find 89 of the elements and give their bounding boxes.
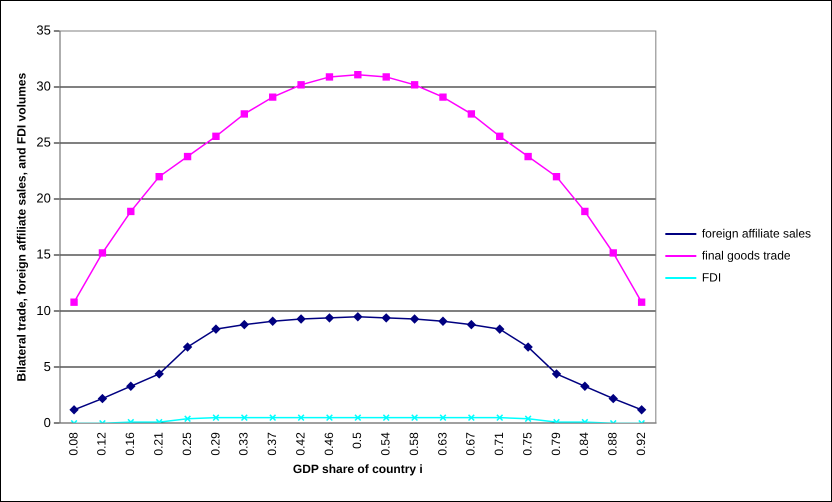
point: [183, 342, 192, 352]
y-tick-label: 20: [36, 190, 51, 206]
x-tick-label: 0.84: [577, 432, 592, 456]
y-tick-label: 5: [44, 358, 51, 374]
point: [296, 314, 306, 324]
x-tick-label: 0.25: [180, 432, 194, 456]
point: [326, 414, 334, 422]
legend-label: final goods trade: [702, 248, 791, 262]
point: [638, 298, 646, 306]
point: [353, 312, 362, 322]
x-tick-label: 0.16: [123, 432, 138, 456]
point: [297, 81, 305, 88]
point: [610, 249, 617, 257]
point: [240, 320, 249, 330]
point: [411, 414, 418, 422]
point: [326, 73, 334, 81]
point: [581, 208, 589, 216]
x-tick-label: 0.67: [464, 432, 478, 456]
x-tick-label: 0.88: [606, 432, 620, 456]
point: [212, 132, 220, 140]
y-tick-label: 25: [36, 134, 51, 150]
point: [382, 73, 390, 81]
point: [298, 414, 305, 422]
point: [410, 314, 420, 324]
point: [184, 152, 192, 160]
point: [496, 132, 504, 140]
legend-label: foreign affiliate sales: [702, 226, 812, 240]
point: [70, 405, 79, 414]
point: [98, 249, 106, 257]
point: [439, 414, 447, 422]
point: [552, 369, 561, 378]
point: [240, 110, 248, 118]
x-tick-label: 0.42: [293, 432, 308, 456]
point: [496, 414, 504, 422]
x-tick-label: 0.92: [634, 432, 648, 456]
point: [524, 415, 532, 422]
point: [354, 71, 362, 78]
point: [608, 394, 618, 404]
point: [324, 313, 334, 322]
point: [382, 414, 390, 422]
y-tick-label: 0: [44, 414, 51, 430]
point: [127, 208, 134, 216]
point: [154, 369, 164, 378]
x-tick-label: 0.37: [265, 432, 280, 456]
x-tick-label: 0.58: [406, 432, 421, 456]
point: [269, 93, 276, 101]
point: [354, 414, 362, 422]
point: [184, 415, 192, 422]
x-axis-title: GDP share of country i: [292, 462, 423, 476]
x-tick-label: 0.54: [378, 432, 393, 456]
point: [468, 110, 476, 118]
point: [580, 382, 590, 391]
legend-label: FDI: [702, 270, 722, 284]
point: [466, 320, 476, 330]
x-tick-label: 0.21: [152, 432, 166, 456]
point: [70, 298, 78, 306]
point: [268, 316, 278, 326]
point: [211, 324, 220, 334]
point: [382, 313, 391, 322]
x-tick-label: 0.08: [66, 432, 80, 456]
x-tick-label: 0.5: [350, 432, 364, 449]
point: [524, 152, 532, 160]
point: [524, 342, 533, 352]
y-axis-title: Bilateral trade, foreign affiliate sales, and FDI volumes: [14, 72, 29, 382]
x-tick-label: 0.71: [492, 432, 506, 456]
x-tick-label: 0.63: [435, 432, 450, 456]
point: [126, 382, 136, 391]
x-tick-label: 0.79: [548, 432, 563, 456]
point: [439, 93, 447, 101]
point: [269, 414, 276, 422]
point: [240, 414, 248, 422]
point: [212, 414, 220, 422]
y-tick-label: 15: [36, 246, 51, 262]
point: [468, 414, 475, 422]
x-tick-label: 0.33: [236, 432, 251, 456]
point: [637, 405, 646, 414]
point: [438, 316, 448, 326]
y-tick-label: 35: [36, 22, 51, 38]
point: [410, 81, 418, 88]
x-tick-label: 0.29: [208, 432, 222, 456]
x-tick-label: 0.46: [322, 432, 336, 456]
x-tick-label: 0.12: [94, 432, 109, 456]
point: [156, 173, 163, 180]
x-tick-label: 0.75: [520, 432, 534, 456]
point: [98, 394, 107, 404]
point: [495, 324, 504, 334]
point: [552, 173, 560, 180]
y-tick-label: 10: [36, 302, 51, 318]
y-tick-label: 30: [36, 78, 51, 94]
